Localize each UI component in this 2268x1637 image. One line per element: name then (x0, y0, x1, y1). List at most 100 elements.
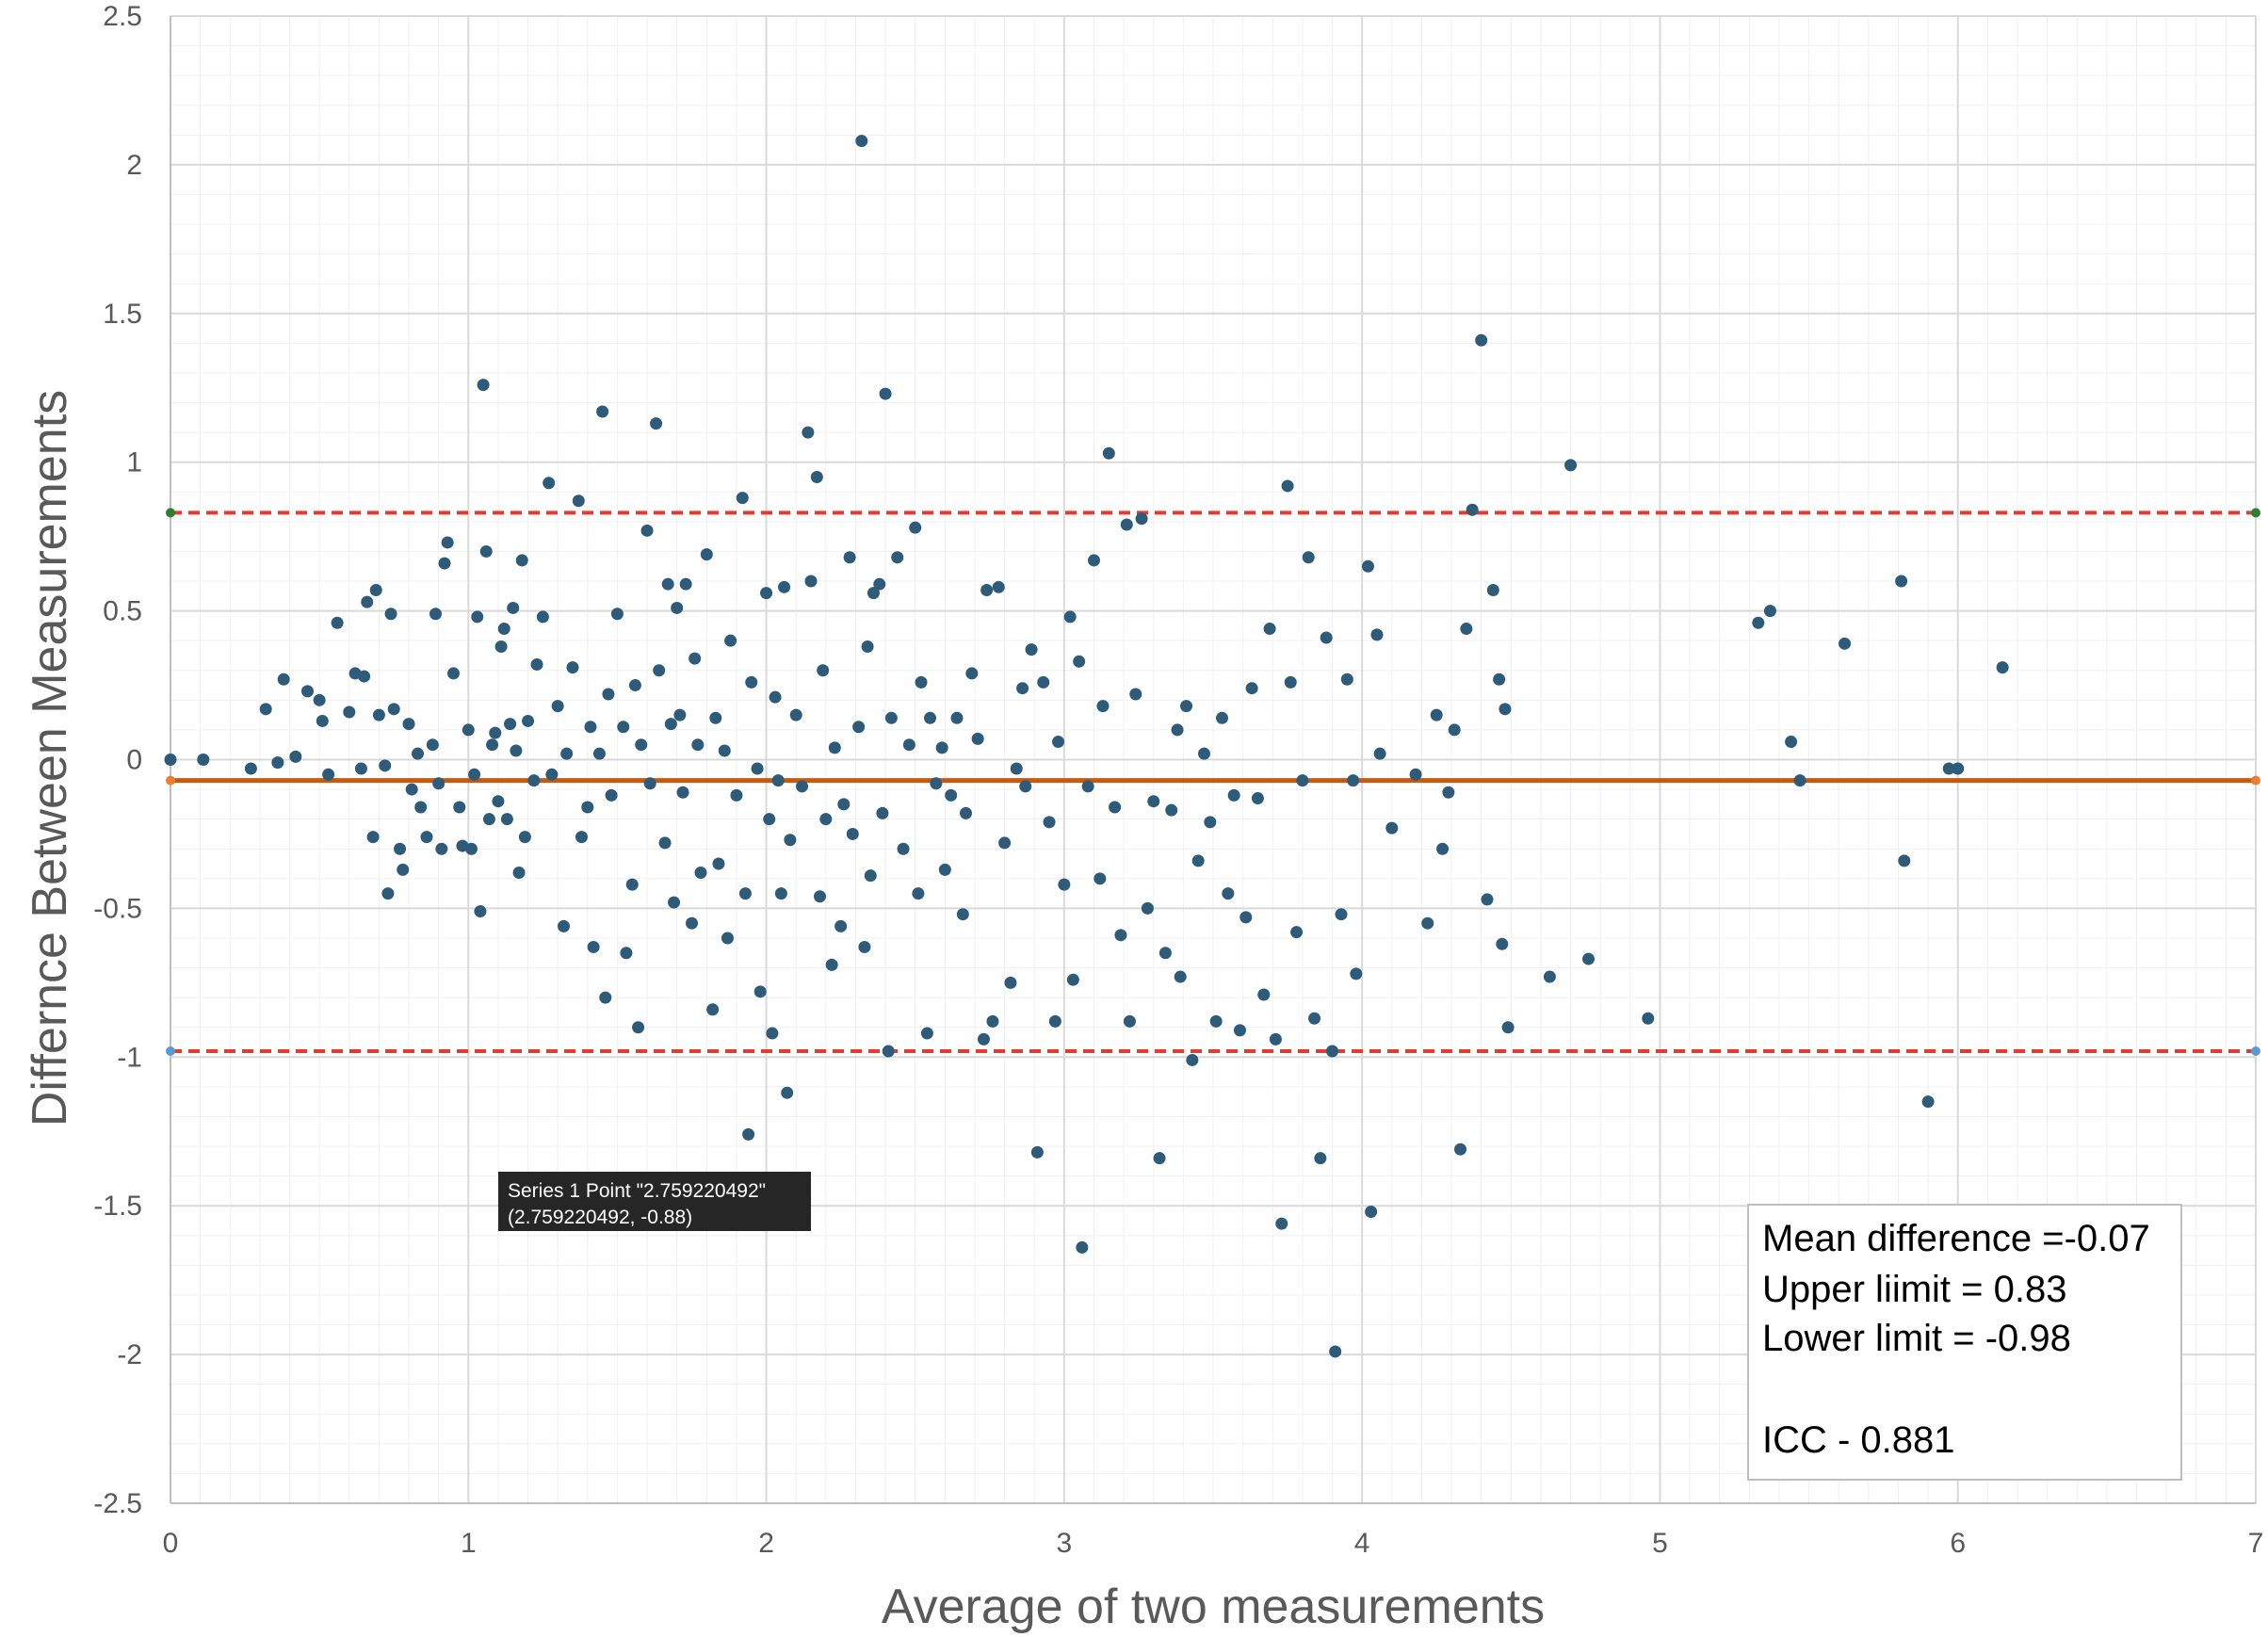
data-point[interactable] (980, 583, 994, 596)
data-point[interactable] (998, 836, 1012, 850)
data-point[interactable] (1752, 616, 1765, 629)
data-point[interactable] (197, 754, 210, 766)
data-point[interactable] (420, 831, 433, 844)
data-point[interactable] (453, 801, 466, 814)
data-point[interactable] (438, 557, 451, 570)
data-point[interactable] (876, 806, 889, 819)
data-point[interactable] (855, 135, 868, 148)
data-point[interactable] (316, 714, 329, 727)
data-point[interactable] (1016, 682, 1029, 695)
data-point[interactable] (1448, 723, 1461, 737)
data-point[interactable] (632, 1021, 645, 1034)
data-point[interactable] (915, 675, 928, 689)
data-point[interactable] (1052, 736, 1065, 749)
data-point[interactable] (897, 842, 910, 855)
data-point[interactable] (1073, 655, 1086, 668)
data-point[interactable] (1158, 947, 1172, 960)
data-point[interactable] (643, 777, 656, 790)
data-point[interactable] (1421, 916, 1434, 930)
data-point[interactable] (479, 544, 493, 558)
data-point[interactable] (387, 703, 400, 716)
data-point[interactable] (668, 896, 681, 909)
data-point[interactable] (1921, 1095, 1935, 1109)
data-point[interactable] (884, 711, 898, 724)
data-point[interactable] (1058, 878, 1071, 891)
data-point[interactable] (259, 703, 272, 716)
data-point[interactable] (1839, 637, 1852, 650)
data-point[interactable] (1048, 1014, 1061, 1028)
data-point[interactable] (527, 774, 541, 787)
data-point[interactable] (372, 708, 385, 721)
data-point[interactable] (858, 940, 871, 953)
data-point[interactable] (277, 673, 290, 686)
data-point[interactable] (164, 754, 177, 766)
data-point[interactable] (426, 738, 439, 752)
data-point[interactable] (1365, 1206, 1378, 1219)
data-point[interactable] (1198, 747, 1211, 760)
data-point[interactable] (1263, 623, 1276, 636)
data-point[interactable] (1043, 816, 1056, 829)
data-point[interactable] (397, 863, 410, 876)
data-point[interactable] (852, 721, 866, 734)
data-point[interactable] (1275, 1217, 1288, 1230)
data-point[interactable] (477, 379, 490, 392)
data-point[interactable] (1763, 605, 1776, 618)
data-point[interactable] (1898, 854, 1911, 867)
data-point[interactable] (1582, 952, 1596, 965)
data-point[interactable] (817, 664, 830, 677)
data-point[interactable] (891, 551, 904, 564)
data-point[interactable] (712, 857, 725, 870)
data-point[interactable] (810, 470, 823, 483)
data-point[interactable] (412, 747, 425, 760)
data-point[interactable] (1385, 821, 1399, 835)
data-point[interactable] (1153, 1152, 1166, 1165)
data-point[interactable] (494, 640, 508, 653)
data-point[interactable] (271, 756, 284, 770)
data-point[interactable] (1165, 803, 1178, 817)
data-point[interactable] (834, 919, 848, 932)
data-point[interactable] (873, 577, 886, 591)
data-point[interactable] (1120, 518, 1133, 531)
data-point[interactable] (313, 693, 326, 706)
data-point[interactable] (581, 801, 594, 814)
data-point[interactable] (1996, 661, 2009, 674)
data-point[interactable] (691, 738, 705, 752)
data-point[interactable] (530, 657, 543, 671)
data-point[interactable] (1326, 1045, 1339, 1058)
data-point[interactable] (1109, 801, 1122, 814)
data-point[interactable] (864, 869, 877, 883)
data-point[interactable] (575, 831, 588, 844)
data-point[interactable] (1454, 1143, 1467, 1156)
data-point[interactable] (1030, 1145, 1044, 1159)
data-point[interactable] (1370, 628, 1384, 641)
data-point[interactable] (992, 580, 1005, 593)
data-point[interactable] (774, 887, 787, 900)
data-point[interactable] (322, 768, 335, 781)
data-point[interactable] (1063, 610, 1077, 624)
data-point[interactable] (1498, 703, 1512, 716)
data-point[interactable] (289, 750, 302, 763)
data-point[interactable] (912, 887, 925, 900)
data-point[interactable] (771, 774, 785, 787)
data-point[interactable] (1320, 631, 1333, 644)
data-point[interactable] (610, 608, 624, 621)
data-point[interactable] (1501, 1021, 1515, 1034)
data-point[interactable] (718, 744, 731, 757)
data-point[interactable] (1239, 911, 1253, 924)
data-point[interactable] (1222, 887, 1235, 900)
data-point[interactable] (1564, 459, 1578, 472)
data-point[interactable] (441, 536, 454, 549)
data-point[interactable] (867, 587, 880, 600)
data-point[interactable] (1496, 937, 1509, 950)
data-point[interactable] (1269, 1032, 1282, 1045)
data-point[interactable] (1430, 708, 1443, 721)
data-point[interactable] (518, 831, 531, 844)
data-point[interactable] (497, 623, 510, 636)
data-point[interactable] (819, 813, 833, 826)
data-point[interactable] (1227, 788, 1240, 802)
data-point[interactable] (971, 732, 984, 745)
data-point[interactable] (1191, 854, 1205, 867)
data-point[interactable] (965, 667, 979, 680)
data-point[interactable] (721, 932, 734, 945)
data-point[interactable] (482, 813, 495, 826)
